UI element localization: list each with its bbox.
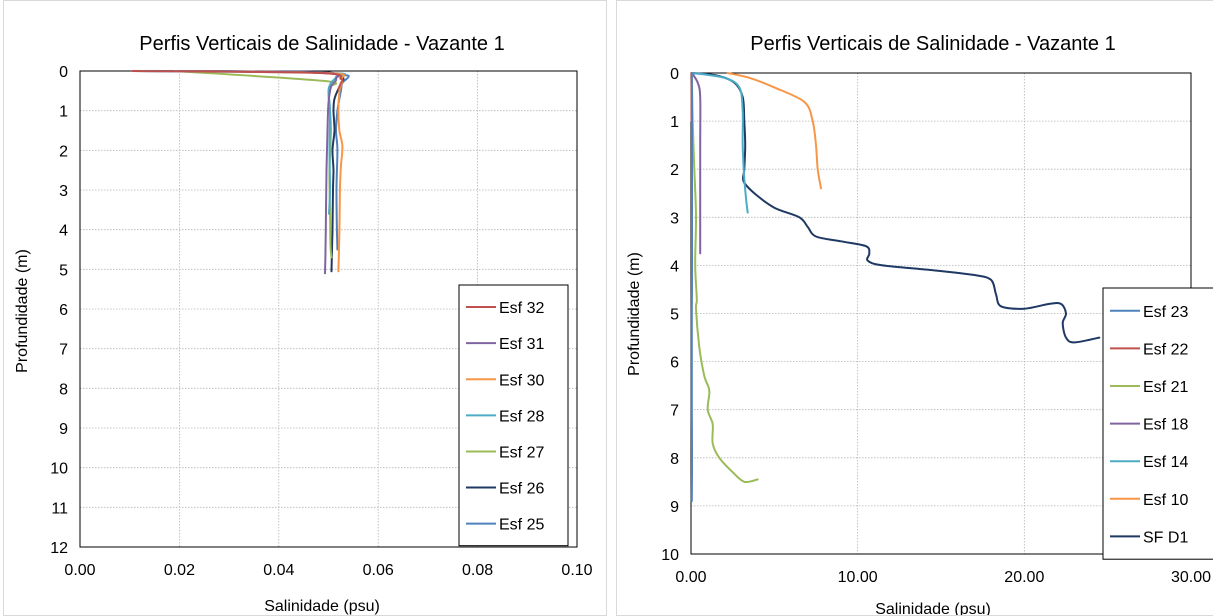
- y-tick-label: 9: [59, 421, 68, 438]
- plot-area-border: [79, 70, 578, 548]
- gridlines: [691, 73, 1191, 554]
- x-tick-label: 30.00: [1171, 569, 1211, 586]
- x-tick-label: 10.00: [838, 569, 878, 586]
- legend-label: Esf 22: [1143, 341, 1188, 358]
- x-tick-label: 0.00: [64, 562, 95, 579]
- chart-title: Perfis Verticais de Salinidade - Vazante…: [139, 33, 504, 55]
- series-line-esf-30: [178, 70, 346, 273]
- legend: Esf 23 Esf 22 Esf 21 Esf 18 Esf 14 Esf 10 SF D…: [1102, 287, 1213, 560]
- chart-panel-left: Perfis Verticais de Salinidade - Vazante…: [3, 0, 607, 616]
- x-tick-label: 0.00: [675, 569, 706, 586]
- y-tick-label: 9: [670, 499, 679, 516]
- y-tick-label: 2: [670, 162, 679, 179]
- y-tick-label: 8: [670, 451, 679, 468]
- series-line-esf-31: [178, 70, 340, 275]
- legend-label: Esf 25: [499, 517, 544, 534]
- y-tick-label: 8: [59, 381, 68, 398]
- x-axis-label: Salinidade (psu): [875, 601, 991, 616]
- legend: Esf 32 Esf 31 Esf 30 Esf 28 Esf 27 Esf 26 Esf …: [458, 284, 569, 547]
- y-tick-label: 4: [670, 258, 679, 275]
- chart-left-svg: Perfis Verticais de Salinidade - Vazante…: [14, 33, 593, 615]
- legend-label: Esf 26: [499, 481, 544, 498]
- legend-label: Esf 14: [1143, 454, 1188, 471]
- x-tick-label: 20.00: [1004, 569, 1044, 586]
- y-tick-label: 12: [50, 540, 68, 557]
- y-axis-label: Profundidade (m): [14, 249, 31, 373]
- series-lines: [690, 72, 1101, 503]
- legend-label: Esf 21: [1143, 379, 1188, 396]
- y-axis-label: Profundidade (m): [626, 252, 643, 376]
- y-tick-label: 1: [59, 104, 68, 121]
- y-tick-label: 0: [670, 66, 679, 83]
- series-line-sf-d1: [691, 72, 1101, 344]
- chart-title: Perfis Verticais de Salinidade - Vazante…: [750, 33, 1115, 55]
- chart-right-svg: Perfis Verticais de Salinidade - Vazante…: [626, 33, 1213, 616]
- x-tick-label: 0.10: [561, 562, 592, 579]
- series-line-esf-10: [726, 72, 822, 190]
- y-tick-label: 7: [59, 342, 68, 359]
- x-tick-label: 0.06: [363, 562, 394, 579]
- series-line-esf-14: [691, 72, 749, 214]
- legend-label: Esf 30: [499, 372, 544, 389]
- y-tick-label: 5: [670, 307, 679, 324]
- series-line-esf-21: [690, 72, 759, 484]
- x-tick-label: 0.02: [164, 562, 195, 579]
- chart-panel-right: Perfis Verticais de Salinidade - Vazante…: [616, 0, 1213, 616]
- y-tick-label: 2: [59, 143, 68, 160]
- y-tick-label: 6: [670, 355, 679, 372]
- series-line-esf-32: [131, 70, 344, 90]
- y-tick-label: 11: [51, 500, 68, 517]
- y-tick-label: 10: [50, 461, 68, 478]
- y-tick-label: 5: [59, 262, 68, 279]
- legend-label: Esf 10: [1143, 492, 1188, 509]
- legend-label: Esf 18: [1143, 417, 1188, 434]
- x-tick-label: 0.08: [462, 562, 493, 579]
- y-tick-label: 3: [670, 210, 679, 227]
- y-tick-label: 10: [661, 547, 679, 564]
- legend-label: Esf 31: [499, 336, 544, 353]
- legend-label: Esf 28: [499, 408, 544, 425]
- series-line-esf-26: [133, 70, 345, 273]
- series-line-esf-25: [133, 70, 350, 251]
- legend-label: Esf 32: [499, 300, 544, 317]
- y-tick-label: 4: [59, 223, 68, 240]
- legend-label: Esf 23: [1143, 304, 1188, 321]
- y-tick-label: 3: [59, 183, 68, 200]
- y-tick-label: 0: [59, 64, 68, 81]
- y-tick-label: 1: [670, 114, 679, 131]
- y-tick-label: 6: [59, 302, 68, 319]
- series-line-esf-28: [138, 70, 347, 215]
- x-tick-label: 0.04: [263, 562, 294, 579]
- y-tick-label: 7: [670, 403, 679, 420]
- legend-label: Esf 27: [499, 444, 544, 461]
- x-axis-label: Salinidade (psu): [264, 598, 380, 615]
- series-lines: [131, 70, 350, 275]
- legend-label: SF D1: [1143, 529, 1188, 546]
- series-line-esf-18: [690, 72, 702, 255]
